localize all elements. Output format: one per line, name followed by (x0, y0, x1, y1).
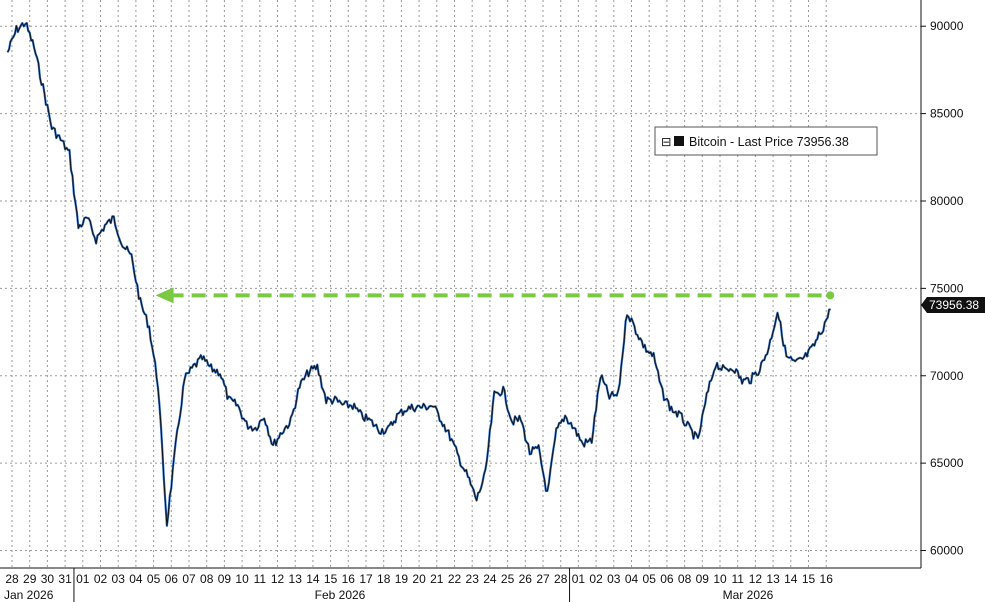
x-tick-label: 14 (784, 572, 798, 586)
legend-collapse-icon: ⊟ (661, 135, 671, 149)
x-tick-label: 26 (519, 572, 533, 586)
x-tick-label: 30 (41, 572, 55, 586)
x-tick-label: 31 (58, 572, 72, 586)
x-tick-label: 23 (466, 572, 480, 586)
x-tick-label: 28 (554, 572, 568, 586)
x-tick-label: 15 (324, 572, 338, 586)
x-tick-labels: 28 29 30 31 01 02 03 04 05 06 07 08 09 10 11 12 13 14 15 16… (5, 572, 833, 586)
x-tick-label: 29 (23, 572, 37, 586)
arrow-head (155, 287, 174, 304)
last-price-box (921, 297, 985, 313)
x-tick-label: 12 (271, 572, 285, 586)
x-tick-label: 05 (643, 572, 657, 586)
x-tick-label: 13 (289, 572, 303, 586)
x-tick-label: 10 (235, 572, 249, 586)
x-tick-label: 28 (5, 572, 19, 586)
x-tick-label: 09 (696, 572, 710, 586)
x-tick-label: 15 (802, 572, 816, 586)
x-tick-label: 04 (625, 572, 639, 586)
x-tick-label: 25 (501, 572, 515, 586)
x-tick-label: 03 (112, 572, 126, 586)
legend-label: Bitcoin - Last Price 73956.38 (689, 135, 849, 149)
y-tick-label: 85000 (930, 107, 964, 121)
last-price-label: 73956.38 (929, 298, 979, 312)
month-label: Feb 2026 (315, 588, 366, 602)
axes (0, 0, 922, 569)
x-tick-label: 08 (200, 572, 214, 586)
y-tick-label: 90000 (930, 19, 964, 33)
x-tick-label: 03 (607, 572, 621, 586)
x-tick-label: 24 (483, 572, 497, 586)
x-tick-label: 11 (731, 572, 744, 586)
x-tick-label: 22 (448, 572, 462, 586)
x-tick-label: 16 (342, 572, 356, 586)
x-tick-label: 17 (359, 572, 373, 586)
y-tick-label: 75000 (930, 281, 964, 295)
x-tick-label: 02 (589, 572, 603, 586)
y-tick-label: 70000 (930, 369, 964, 383)
x-tick-label: 21 (430, 572, 444, 586)
legend-box: ⊟ Bitcoin - Last Price 73956.38 (654, 126, 878, 156)
month-labels: Jan 2026 Feb 2026 Mar 2026 (4, 568, 774, 602)
x-tick-label: 12 (749, 572, 763, 586)
x-tick-label: 06 (660, 572, 674, 586)
x-tick-label: 18 (377, 572, 391, 586)
x-tick-label: 27 (536, 572, 550, 586)
x-tick-label: 04 (129, 572, 143, 586)
price-series (6, 21, 831, 527)
x-tick-label: 07 (182, 572, 196, 586)
x-tick-label: 08 (678, 572, 692, 586)
x-tick-label: 09 (218, 572, 232, 586)
x-tick-label: 19 (395, 572, 409, 586)
x-tick-label: 05 (147, 572, 161, 586)
x-tick-label: 13 (766, 572, 780, 586)
month-label: Mar 2026 (723, 588, 774, 602)
legend-frame (654, 126, 878, 156)
x-tick-label: 01 (572, 572, 586, 586)
x-tick-label: 14 (306, 572, 320, 586)
x-tick-label: 01 (76, 572, 90, 586)
x-tick-label: 11 (254, 572, 267, 586)
arrow-annotation (155, 287, 835, 304)
arrow-end-dot (826, 291, 835, 300)
x-tick-label: 20 (412, 572, 426, 586)
last-price-marker: 73956.38 (921, 297, 985, 313)
y-tick-label: 60000 (930, 544, 964, 558)
y-tick-labels: 60000 65000 70000 75000 80000 85000 90000 (921, 19, 964, 558)
x-tick-label: 02 (94, 572, 108, 586)
x-tick-label: 16 (820, 572, 834, 586)
x-tick-label: 06 (165, 572, 179, 586)
y-tick-label: 65000 (930, 456, 964, 470)
month-label: Jan 2026 (4, 588, 54, 602)
series-line (7, 22, 831, 527)
y-tick-label: 80000 (930, 194, 964, 208)
x-tick-label: 10 (713, 572, 727, 586)
legend-swatch (674, 136, 684, 146)
